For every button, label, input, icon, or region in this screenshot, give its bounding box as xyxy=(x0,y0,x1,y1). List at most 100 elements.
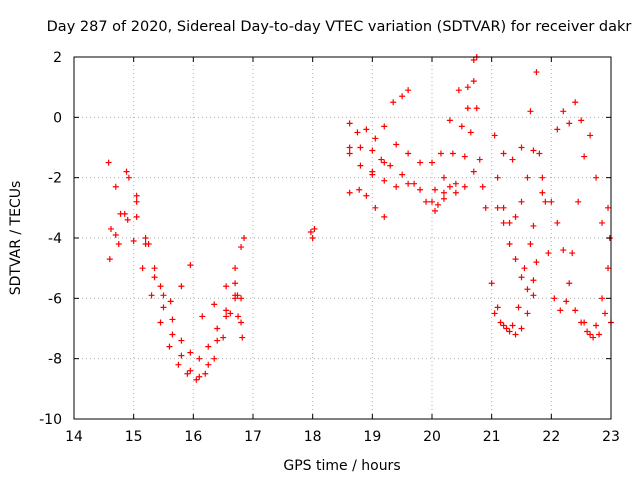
series-arc-12 xyxy=(431,57,477,193)
data-point xyxy=(117,210,124,217)
series-arc-8 xyxy=(346,87,412,142)
data-point xyxy=(107,225,114,232)
series-arc-3 xyxy=(107,174,245,362)
data-point xyxy=(238,319,245,326)
data-point xyxy=(363,192,370,199)
data-point xyxy=(387,162,394,169)
data-point xyxy=(578,117,585,124)
data-point xyxy=(518,274,525,281)
x-tick-label: 15 xyxy=(125,429,143,445)
data-point xyxy=(166,343,173,350)
data-point xyxy=(393,183,400,190)
data-point xyxy=(476,156,483,163)
data-points xyxy=(105,54,614,383)
data-point xyxy=(452,180,459,187)
data-point xyxy=(145,241,152,248)
data-point xyxy=(575,198,582,205)
data-point xyxy=(569,250,576,257)
data-point xyxy=(434,201,441,208)
data-point xyxy=(530,222,537,229)
data-point xyxy=(115,241,122,248)
data-point xyxy=(530,292,537,299)
data-point xyxy=(431,186,438,193)
data-point xyxy=(605,204,612,211)
data-point xyxy=(309,235,316,241)
data-point xyxy=(346,189,353,196)
series-arc-14 xyxy=(494,147,549,226)
data-point xyxy=(307,228,314,235)
data-point xyxy=(205,361,212,368)
x-tick-label: 19 xyxy=(363,429,381,445)
data-point xyxy=(500,150,507,157)
data-point xyxy=(357,162,364,169)
data-point xyxy=(461,153,468,160)
data-point xyxy=(461,183,468,190)
data-point xyxy=(133,213,140,220)
data-point xyxy=(238,295,245,302)
data-point xyxy=(423,198,430,205)
data-point xyxy=(470,78,477,85)
data-point xyxy=(381,159,388,166)
data-point xyxy=(123,168,130,175)
data-point xyxy=(357,144,364,151)
data-point xyxy=(235,313,242,320)
data-point xyxy=(506,219,513,226)
data-point xyxy=(175,361,182,368)
data-point xyxy=(512,256,519,263)
data-point xyxy=(399,171,406,178)
data-point xyxy=(497,319,504,326)
data-point xyxy=(369,168,376,175)
data-point xyxy=(587,132,594,139)
data-point xyxy=(160,304,167,311)
x-tick-label: 22 xyxy=(542,429,560,445)
data-point xyxy=(220,334,227,341)
data-point xyxy=(139,265,146,272)
data-point xyxy=(378,156,385,163)
data-point xyxy=(356,186,363,193)
data-point xyxy=(554,126,561,133)
data-point xyxy=(572,307,579,314)
y-tick-label: 2 xyxy=(53,50,62,66)
series-arc-17 xyxy=(488,280,537,338)
data-point xyxy=(311,225,318,232)
data-point xyxy=(593,174,600,181)
data-point xyxy=(563,298,570,305)
data-point xyxy=(494,204,501,211)
data-point xyxy=(211,355,218,362)
data-point xyxy=(470,57,477,64)
data-point xyxy=(587,331,594,338)
data-point xyxy=(491,132,498,139)
data-point xyxy=(437,150,444,157)
data-point xyxy=(455,87,462,94)
y-tick-label: -10 xyxy=(39,412,62,428)
data-point xyxy=(232,295,239,302)
data-point xyxy=(473,105,480,112)
data-point xyxy=(405,87,412,94)
x-tick-label: 23 xyxy=(602,429,620,445)
data-point xyxy=(431,207,438,214)
series-arc-20 xyxy=(581,265,614,338)
data-point xyxy=(491,310,498,317)
data-point xyxy=(112,183,119,190)
data-point xyxy=(506,328,513,335)
data-point xyxy=(530,277,537,284)
data-point xyxy=(241,235,248,241)
data-point xyxy=(527,108,534,115)
series-arc-13 xyxy=(491,69,612,314)
data-point xyxy=(169,316,176,323)
data-point xyxy=(214,337,221,344)
data-point xyxy=(557,307,564,314)
data-point xyxy=(157,283,164,290)
data-point xyxy=(518,325,525,332)
data-point xyxy=(199,313,206,320)
data-point xyxy=(346,144,353,151)
data-point xyxy=(470,168,477,175)
data-point xyxy=(369,147,376,154)
data-point xyxy=(560,247,567,254)
data-point xyxy=(539,189,546,196)
series-arc-18 xyxy=(548,198,613,341)
data-point xyxy=(372,135,379,142)
data-point xyxy=(187,262,194,269)
data-point xyxy=(512,213,519,220)
data-point xyxy=(151,274,158,281)
